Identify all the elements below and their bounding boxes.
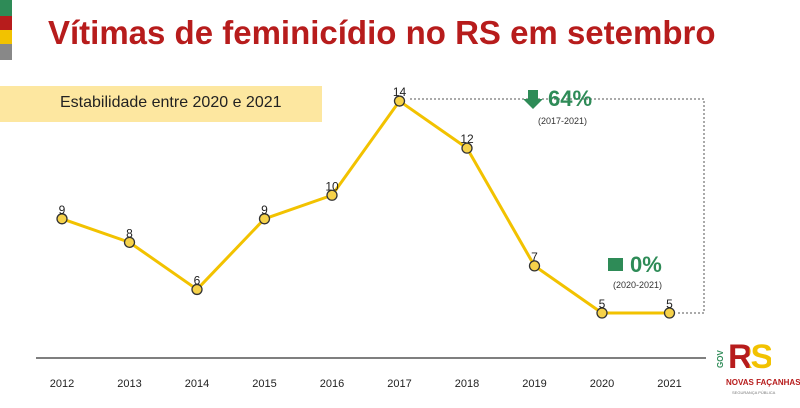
- annotation-short-term-period: (2020-2021): [613, 280, 663, 290]
- annotation-long-term-value: 64%: [548, 86, 593, 111]
- x-tick-label: 2016: [320, 378, 344, 390]
- flag-stripes: [0, 0, 12, 60]
- square-icon: [608, 258, 623, 271]
- x-tick-label: 2017: [387, 378, 411, 390]
- data-point: [56, 213, 68, 225]
- data-point: [663, 307, 676, 319]
- x-tick-label: 2018: [455, 378, 479, 390]
- data-label: 9: [59, 203, 66, 217]
- flag-stripe-gray: [0, 44, 12, 60]
- data-point: [258, 213, 271, 225]
- data-point: [123, 236, 136, 249]
- flag-stripe-green: [0, 0, 12, 16]
- flag-stripe-red: [0, 16, 12, 30]
- chart-subtitle: Estabilidade entre 2020 e 2021: [60, 94, 282, 111]
- data-label: 5: [666, 297, 673, 311]
- gov-rs-logo: GOV RS NOVAS FAÇANHAS SEGURANÇA PÚBLICA: [716, 338, 800, 404]
- x-tick-label: 2021: [657, 378, 681, 390]
- x-tick-label: 2012: [50, 378, 74, 390]
- x-tick-label: 2013: [117, 378, 141, 390]
- data-label: 6: [194, 273, 201, 287]
- data-label: 8: [126, 226, 133, 240]
- data-label: 12: [460, 132, 474, 146]
- data-point: [461, 142, 473, 154]
- data-label: 5: [599, 297, 606, 311]
- subtitle-highlight: [0, 86, 322, 122]
- data-labels-layer: 9 8 6 9 10 14 12 7 5 5: [59, 85, 674, 311]
- data-point: [596, 307, 608, 319]
- arrow-down-icon: [523, 90, 543, 109]
- data-point: [528, 260, 541, 272]
- logo-gov-text: GOV: [716, 350, 725, 368]
- logo-name: NOVAS FAÇANHAS: [726, 378, 800, 387]
- series-layer: [56, 95, 676, 319]
- data-label: 10: [325, 179, 339, 193]
- logo-mark-text: RS: [728, 338, 773, 376]
- data-point: [393, 95, 406, 107]
- logo-dept: SEGURANÇA PÚBLICA: [732, 390, 776, 395]
- x-tick-label: 2019: [522, 378, 546, 390]
- logo-mark: RS: [728, 338, 773, 377]
- data-point: [191, 283, 203, 296]
- annotation-short-term-value: 0%: [630, 252, 662, 277]
- data-label: 9: [261, 203, 268, 217]
- data-point: [326, 189, 338, 201]
- data-label: 7: [531, 250, 538, 264]
- reference-dotted-line: [410, 98, 705, 314]
- x-tick-labels-layer: 2012 2013 2014 2015 2016 2017 2018 2019 2020 2021: [50, 378, 682, 390]
- series-line: [61, 99, 670, 315]
- annotation-long-term-period: (2017-2021): [538, 116, 588, 126]
- flag-stripe-yellow: [0, 30, 12, 44]
- x-tick-label: 2020: [590, 378, 614, 390]
- page-title: Vítimas de feminicídio no RS em setembro: [48, 14, 716, 51]
- x-tick-label: 2014: [185, 378, 209, 390]
- x-tick-label: 2015: [252, 378, 276, 390]
- data-label: 14: [393, 85, 407, 99]
